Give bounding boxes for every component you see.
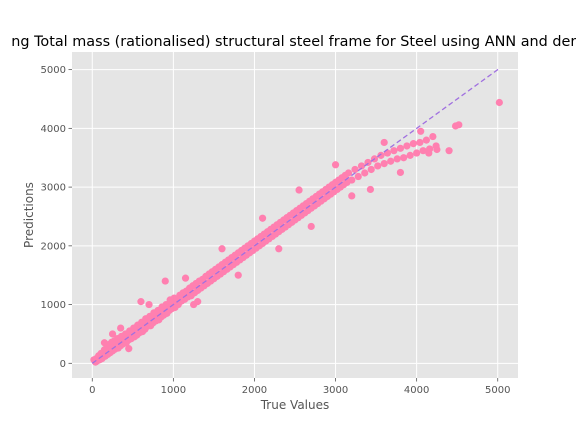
data-point: [383, 149, 392, 157]
y-tick-label: 4000: [41, 124, 66, 135]
data-point: [190, 300, 198, 309]
data-point: [374, 162, 382, 170]
data-point: [445, 147, 453, 155]
data-point: [422, 136, 430, 144]
data-point: [348, 192, 356, 200]
data-point: [117, 324, 125, 332]
data-point: [357, 162, 366, 170]
y-tick-label: 0: [60, 359, 66, 370]
reference-line: [91, 67, 500, 364]
data-point: [307, 222, 315, 231]
y-axis-label: Predictions: [22, 182, 36, 248]
data-point: [354, 172, 362, 181]
data-point: [433, 145, 441, 154]
data-point: [348, 176, 356, 184]
data-point: [145, 300, 153, 309]
x-axis-ticks: 0 1000 2000 3000 4000 5000: [89, 378, 510, 396]
data-point: [108, 330, 117, 338]
data-point: [406, 151, 414, 159]
y-tick-label: 3000: [41, 183, 66, 194]
data-point: [367, 165, 375, 174]
x-tick-label: 0: [89, 385, 95, 396]
data-point: [377, 151, 385, 159]
y-tick-label: 1000: [41, 300, 66, 311]
data-point: [390, 147, 398, 155]
y-tick-label: 5000: [41, 65, 66, 76]
data-point: [455, 121, 463, 129]
data-point: [351, 165, 359, 174]
data-point: [275, 245, 283, 253]
chart-title: ng Total mass (rationalised) structural …: [11, 34, 576, 50]
data-point: [258, 214, 267, 222]
data-point: [403, 142, 411, 150]
data-point: [361, 169, 369, 177]
y-axis-ticks: 0 1000 2000 3000 4000 5000: [41, 65, 72, 370]
data-point: [366, 185, 375, 194]
data-point: [409, 140, 417, 148]
data-point: [429, 132, 437, 141]
data-point: [419, 147, 427, 155]
data-point: [181, 274, 190, 282]
y-tick-label: 2000: [41, 241, 66, 252]
data-point: [393, 155, 401, 163]
data-point: [417, 127, 425, 135]
x-tick-label: 3000: [323, 385, 348, 396]
x-tick-label: 1000: [161, 385, 186, 396]
data-point: [387, 157, 395, 165]
data-point: [295, 186, 303, 194]
data-point: [425, 149, 433, 157]
data-point: [344, 169, 353, 177]
data-point: [495, 98, 503, 107]
data-point: [161, 277, 169, 285]
x-tick-label: 4000: [404, 385, 429, 396]
data-point: [125, 345, 133, 353]
data-point: [396, 168, 405, 177]
data-point: [400, 154, 408, 162]
x-tick-label: 5000: [485, 385, 510, 396]
data-points: [90, 98, 503, 366]
data-point: [234, 271, 242, 279]
data-point: [380, 160, 388, 168]
data-point: [218, 245, 226, 253]
data-point: [396, 144, 405, 152]
data-point: [416, 138, 424, 147]
x-axis-label: True Values: [260, 398, 330, 412]
x-tick-label: 2000: [242, 385, 267, 396]
data-point: [380, 138, 388, 147]
data-point: [100, 339, 109, 347]
data-point: [331, 161, 340, 169]
data-point: [137, 298, 145, 306]
data-point: [413, 149, 421, 157]
